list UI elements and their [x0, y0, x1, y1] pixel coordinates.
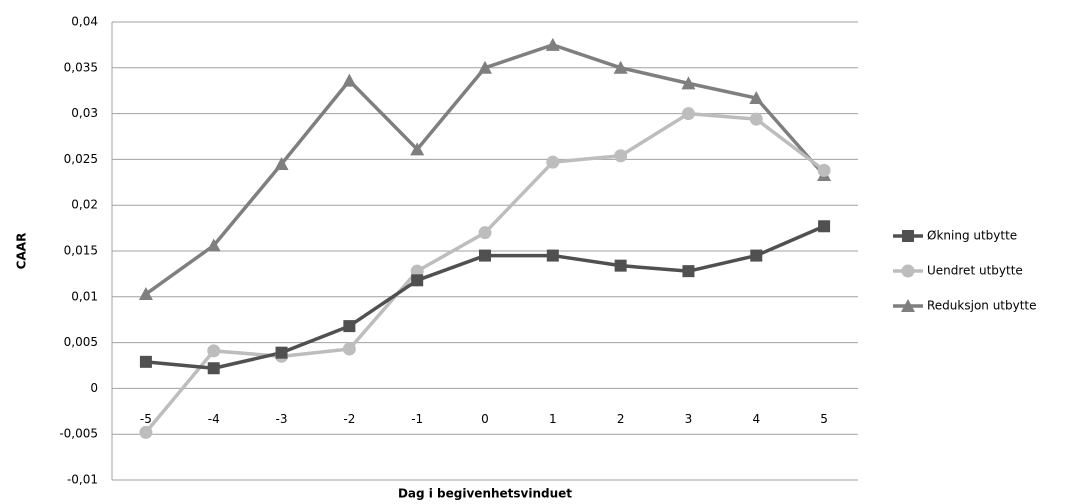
x-tick-label: 3	[685, 412, 693, 426]
marker	[614, 149, 628, 163]
legend-label: Uendret utbytte	[927, 264, 1023, 278]
x-tick-label: -5	[140, 412, 152, 426]
y-tick-label: 0	[90, 381, 98, 395]
y-tick-label: 0,015	[64, 244, 98, 258]
y-tick-label: -0,01	[67, 473, 98, 487]
marker	[545, 37, 560, 51]
marker	[614, 259, 627, 272]
y-tick-label: -0,005	[59, 427, 98, 441]
marker	[478, 226, 492, 240]
marker	[274, 156, 289, 170]
marker	[681, 107, 695, 121]
y-tick-label: 0,02	[71, 198, 98, 212]
marker	[275, 346, 288, 359]
marker	[901, 264, 915, 278]
legend-item: Reduksjon utbytte	[893, 299, 1037, 313]
x-tick-label: -1	[411, 412, 423, 426]
x-tick-label: 2	[617, 412, 625, 426]
y-axis-label: CAAR	[15, 233, 29, 270]
marker	[749, 91, 764, 105]
marker	[342, 342, 356, 356]
y-tick-label: 0,035	[64, 60, 98, 74]
marker	[818, 220, 831, 233]
marker	[138, 287, 153, 301]
x-tick-label: 1	[549, 412, 557, 426]
marker	[546, 249, 559, 262]
marker	[682, 265, 695, 278]
y-tick-label: 0,01	[71, 289, 98, 303]
legend-label: Økning utbytte	[927, 229, 1017, 243]
y-tick-label: 0,03	[71, 106, 98, 120]
y-tick-label: 0,025	[64, 152, 98, 166]
marker	[681, 76, 696, 90]
legend-item: Økning utbytte	[893, 229, 1017, 243]
x-tick-label: -3	[276, 412, 288, 426]
marker	[817, 163, 831, 177]
marker	[207, 344, 221, 358]
marker	[901, 299, 915, 312]
marker	[410, 142, 425, 156]
series-line	[144, 111, 826, 434]
y-tick-label: 0,04	[71, 15, 98, 29]
marker	[207, 362, 220, 375]
marker	[139, 355, 152, 368]
marker	[902, 230, 914, 242]
x-axis-label: Dag i begivenhetsvinduet	[398, 487, 572, 501]
marker	[750, 249, 763, 262]
legend-label: Reduksjon utbytte	[927, 299, 1037, 313]
marker	[478, 60, 492, 74]
marker	[479, 249, 491, 262]
marker	[139, 425, 153, 439]
marker	[411, 274, 424, 287]
marker	[206, 238, 221, 252]
x-tick-label: 0	[481, 412, 489, 426]
x-tick-label: -2	[343, 412, 355, 426]
x-tick-label: -4	[208, 412, 220, 426]
marker	[343, 320, 356, 333]
y-tick-label: 0,005	[64, 335, 98, 349]
x-tick-label: 4	[752, 412, 760, 426]
marker	[749, 112, 763, 126]
x-tick-label: 5	[820, 412, 828, 426]
marker	[613, 60, 628, 74]
legend-item: Uendret utbytte	[893, 264, 1023, 278]
marker	[546, 155, 560, 169]
marker	[342, 73, 357, 87]
